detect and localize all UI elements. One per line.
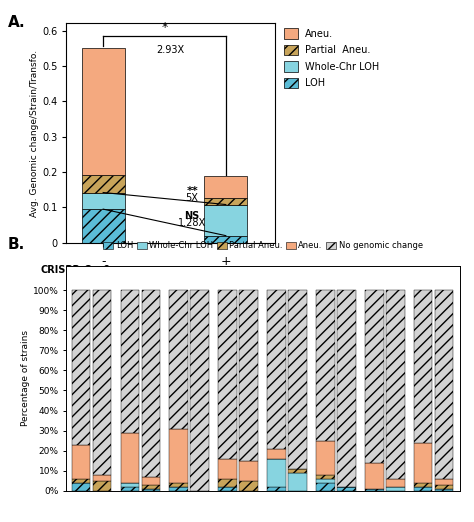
Bar (72, 479, 91, 483)
Bar (82, 209, 125, 243)
Bar (170, 429, 188, 483)
Bar (365, 290, 383, 462)
Bar (316, 441, 335, 474)
Bar (316, 290, 335, 441)
Legend: LOH, Whole-Chr LOH, Partial Aneu., Aneu., No genomic change: LOH, Whole-Chr LOH, Partial Aneu., Aneu.… (103, 241, 423, 250)
Bar (239, 481, 258, 491)
Bar (435, 479, 454, 484)
Legend: Aneu., Partial  Aneu., Whole-Chr LOH, LOH: Aneu., Partial Aneu., Whole-Chr LOH, LOH (284, 28, 380, 88)
Text: -: - (101, 255, 105, 268)
Bar (72, 483, 91, 491)
Text: *: * (161, 21, 168, 34)
Bar (142, 489, 160, 491)
Bar (82, 193, 125, 209)
Bar (204, 205, 247, 235)
Bar (191, 290, 209, 491)
Bar (204, 235, 247, 243)
Text: A.: A. (8, 15, 26, 30)
Text: NS: NS (184, 211, 200, 221)
Bar (288, 469, 307, 472)
Bar (170, 290, 188, 429)
Bar (239, 460, 258, 481)
Text: 1.28X: 1.28X (178, 218, 206, 228)
Bar (386, 479, 404, 487)
Bar (435, 484, 454, 489)
Bar (267, 487, 286, 491)
Bar (414, 483, 432, 487)
Bar (120, 290, 139, 433)
Bar (72, 290, 91, 445)
Y-axis label: Percentage of strains: Percentage of strains (21, 330, 30, 426)
Bar (435, 489, 454, 491)
Bar (204, 176, 247, 198)
Bar (414, 290, 432, 443)
Bar (267, 290, 286, 448)
Bar (142, 477, 160, 484)
Text: 2.93X: 2.93X (156, 45, 185, 55)
Bar (414, 487, 432, 491)
Bar (93, 474, 111, 481)
Bar (435, 290, 454, 479)
Bar (219, 290, 237, 459)
Bar (120, 483, 139, 487)
Bar (316, 483, 335, 491)
Bar (365, 489, 383, 491)
Bar (120, 487, 139, 491)
Bar (288, 290, 307, 469)
Bar (267, 448, 286, 459)
Text: +: + (220, 255, 231, 268)
Bar (316, 479, 335, 483)
Bar (386, 487, 404, 491)
Bar (219, 479, 237, 487)
Bar (386, 290, 404, 479)
Bar (239, 290, 258, 460)
Bar (93, 290, 111, 474)
Bar (142, 290, 160, 477)
Bar (316, 474, 335, 479)
Y-axis label: Avg. Genomic change/Strain/Transfo.: Avg. Genomic change/Strain/Transfo. (30, 50, 39, 217)
Bar (337, 290, 356, 487)
Text: CRISPR-Cas9:: CRISPR-Cas9: (41, 265, 115, 275)
Bar (204, 198, 247, 205)
Bar (142, 484, 160, 489)
Text: B.: B. (8, 237, 25, 252)
Text: 5X: 5X (186, 193, 199, 203)
Bar (93, 481, 111, 491)
Bar (288, 472, 307, 491)
Bar (365, 462, 383, 489)
Bar (219, 459, 237, 479)
Bar (219, 487, 237, 491)
Bar (267, 459, 286, 487)
Bar (72, 445, 91, 479)
Bar (170, 487, 188, 491)
Bar (414, 443, 432, 483)
Bar (337, 487, 356, 491)
Bar (82, 175, 125, 193)
Bar (170, 483, 188, 487)
Text: **: ** (186, 186, 198, 196)
Bar (82, 48, 125, 175)
Bar (120, 433, 139, 483)
